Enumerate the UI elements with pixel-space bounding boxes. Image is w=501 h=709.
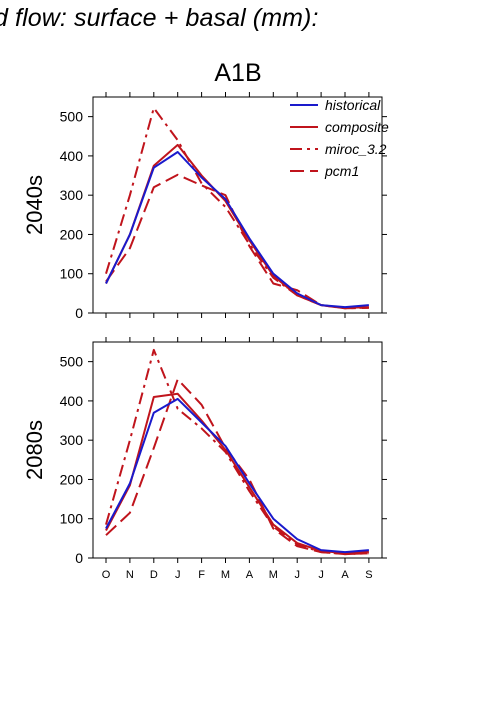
plot-frame bbox=[92, 96, 383, 314]
x-tick-label: N bbox=[126, 569, 134, 581]
x-tick-label: M bbox=[269, 569, 278, 581]
x-tick-label: O bbox=[102, 569, 111, 581]
y-tick-label: 500 bbox=[60, 354, 84, 370]
legend-label-miroc_3.2: miroc_3.2 bbox=[325, 141, 387, 157]
series-line-miroc_3.2 bbox=[105, 348, 369, 556]
x-tick-label: F bbox=[198, 569, 205, 581]
series-line-historical bbox=[105, 397, 369, 554]
series-line-pcm1 bbox=[105, 173, 369, 310]
y-tick-label: 500 bbox=[60, 109, 84, 125]
y-tick-label: 200 bbox=[60, 226, 84, 242]
x-tick-label: S bbox=[365, 569, 372, 581]
panel-label: 2080s bbox=[22, 420, 47, 480]
y-tick-label: 200 bbox=[60, 471, 84, 487]
plot-frame bbox=[92, 341, 383, 559]
legend-label-composite: composite bbox=[325, 119, 389, 135]
y-tick-label: 300 bbox=[60, 187, 84, 203]
x-tick-label: A bbox=[246, 569, 254, 581]
y-tick-label: 0 bbox=[75, 550, 83, 566]
panel-2080s: 0 100 200 300 400 500 O N D J F M A M J J A S 2080s bbox=[22, 337, 387, 581]
panel-2040s: 0 100 200 300 400 500 2040s bbox=[22, 92, 387, 321]
series-line-miroc_3.2 bbox=[105, 107, 369, 310]
x-tick-label: J bbox=[175, 569, 181, 581]
y-tick-label: 400 bbox=[60, 148, 84, 164]
y-tick-label: 300 bbox=[60, 432, 84, 448]
x-tick-label: A bbox=[341, 569, 349, 581]
series-line-pcm1 bbox=[105, 378, 369, 556]
y-tick-label: 100 bbox=[60, 511, 84, 527]
y-tick-label: 100 bbox=[60, 266, 84, 282]
x-tick-label: J bbox=[318, 569, 324, 581]
series-line-composite bbox=[105, 392, 369, 555]
x-tick-label: J bbox=[294, 569, 300, 581]
scenario-title: A1B bbox=[214, 59, 261, 87]
x-tick-label: D bbox=[150, 569, 158, 581]
page-title: d flow: surface + basal (mm): bbox=[0, 4, 319, 32]
legend: historical composite miroc_3.2 pcm1 bbox=[290, 97, 389, 179]
legend-label-pcm1: pcm1 bbox=[324, 163, 359, 179]
series-line-historical bbox=[105, 151, 369, 309]
y-tick-label: 0 bbox=[75, 305, 83, 321]
panel-label: 2040s bbox=[22, 175, 47, 235]
x-tick-label: M bbox=[221, 569, 230, 581]
y-tick-label: 400 bbox=[60, 393, 84, 409]
legend-label-historical: historical bbox=[325, 97, 381, 113]
